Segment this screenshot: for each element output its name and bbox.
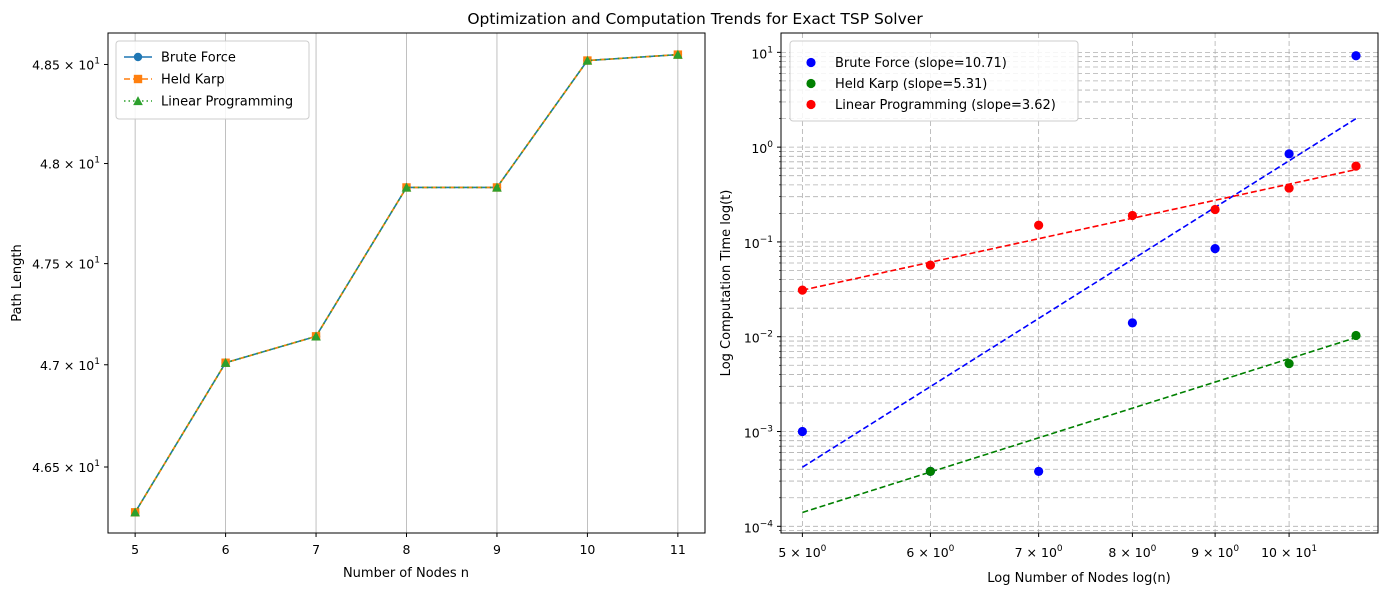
legend-box <box>115 40 310 120</box>
data-point <box>1351 330 1361 341</box>
legend-label: Held Karp <box>161 73 225 88</box>
legend-marker <box>806 99 816 110</box>
data-point <box>220 357 231 367</box>
data-point <box>1284 359 1294 369</box>
computation-time-series <box>797 51 1361 514</box>
legend-marker <box>806 57 816 68</box>
legend-box <box>789 40 1079 122</box>
legend-label: Held Karp (slope=5.31) <box>835 77 987 92</box>
fit-line <box>802 168 1357 291</box>
x-tick-label: 7 × 100 <box>1015 544 1063 560</box>
x-tick-label: 11 <box>670 542 686 557</box>
computation-time-y-label: Log Computation Time log(t) <box>719 190 734 377</box>
x-tick-label: 8 × 100 <box>1108 544 1156 560</box>
data-point <box>1351 51 1361 61</box>
x-tick-label: 10 <box>579 542 595 557</box>
data-point <box>582 55 593 65</box>
data-point <box>1284 149 1294 159</box>
data-point <box>1127 210 1138 221</box>
computation-time-x-label: Log Number of Nodes log(n) <box>987 571 1170 586</box>
y-tick-label: 101 <box>751 45 773 61</box>
data-point <box>130 507 140 517</box>
data-point <box>1034 466 1044 476</box>
x-tick-label: 5 <box>131 542 139 557</box>
x-tick-label: 7 <box>312 542 320 557</box>
path-length-x-ticks: 5 6 7 8 9 10 11 <box>131 533 686 557</box>
data-point <box>311 331 321 341</box>
path-length-y-ticks: 4.65 × 101 4.7 × 101 4.75 × 101 4.8 × 101 4.… <box>32 56 108 475</box>
x-tick-label: 5 × 100 <box>778 544 826 560</box>
computation-time-plot-frame <box>780 32 1379 534</box>
data-point <box>673 49 683 59</box>
y-tick-label: 10−2 <box>744 330 773 346</box>
data-point <box>1210 204 1220 215</box>
data-point <box>1034 220 1044 230</box>
y-tick-label: 4.8 × 101 <box>40 156 100 172</box>
figure-title: Optimization and Computation Trends for … <box>467 10 923 28</box>
y-tick-label: 4.75 × 101 <box>32 256 100 272</box>
data-point <box>1284 183 1294 193</box>
legend-label: Brute Force <box>161 51 236 66</box>
y-tick-label: 10−1 <box>744 235 773 251</box>
path-length-legend: Brute Force Held Karp Linear Programming <box>115 40 310 120</box>
data-point <box>925 466 936 476</box>
y-tick-label: 4.65 × 101 <box>32 459 100 475</box>
data-point <box>1127 318 1138 328</box>
y-tick-label: 100 <box>751 140 773 156</box>
data-point <box>797 285 807 295</box>
legend-label: Brute Force (slope=10.71) <box>835 56 1007 71</box>
x-tick-label: 9 × 100 <box>1191 544 1239 560</box>
computation-time-chart: 5 × 100 6 × 100 7 × 100 8 × 100 9 × 100 10 × … <box>719 32 1379 586</box>
y-tick-label: 10−3 <box>744 425 773 441</box>
legend-marker <box>133 96 143 106</box>
computation-time-y-ticks: 10−4 10−3 10−2 10−1 100 101 <box>744 45 781 535</box>
x-tick-label: 8 <box>403 542 411 557</box>
legend-marker <box>133 74 143 84</box>
data-point <box>401 182 412 192</box>
x-tick-label: 10 × 101 <box>1261 544 1317 560</box>
data-point <box>1351 161 1361 171</box>
fit-line <box>802 336 1357 514</box>
x-tick-label: 6 × 100 <box>906 544 954 560</box>
legend-marker <box>133 52 143 62</box>
y-tick-label: 4.7 × 101 <box>40 357 100 373</box>
computation-time-legend: Brute Force (slope=10.71) Held Karp (slop… <box>789 40 1079 122</box>
data-point <box>797 426 807 437</box>
y-tick-label: 10−4 <box>744 519 773 535</box>
path-length-y-label: Path Length <box>10 244 25 322</box>
y-tick-label: 4.85 × 101 <box>32 56 100 72</box>
data-point <box>925 260 936 270</box>
x-tick-label: 6 <box>222 542 230 557</box>
fit-line <box>801 117 1357 468</box>
legend-marker <box>806 78 816 89</box>
path-length-series <box>130 49 683 517</box>
data-point <box>492 182 502 192</box>
computation-time-x-ticks: 5 × 100 6 × 100 7 × 100 8 × 100 9 × 100 10 × … <box>778 533 1317 560</box>
legend-label: Linear Programming <box>161 95 293 110</box>
x-tick-label: 9 <box>493 542 501 557</box>
data-point <box>1210 244 1220 254</box>
legend-label: Linear Programming (slope=3.62) <box>835 98 1056 113</box>
path-length-x-label: Number of Nodes n <box>343 566 469 581</box>
